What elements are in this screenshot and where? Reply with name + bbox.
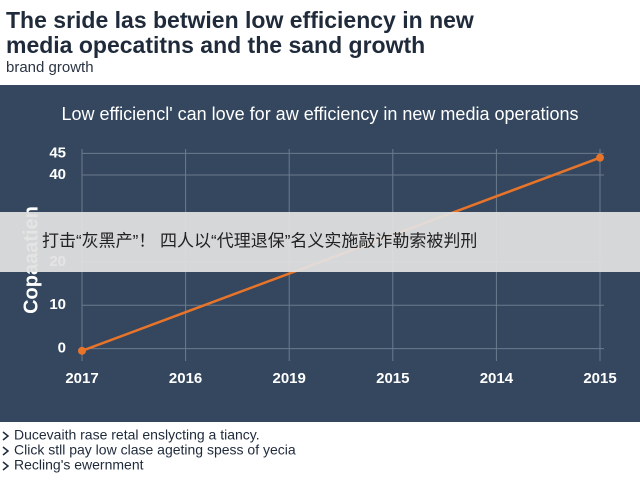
y-tick-label: 45 (49, 144, 66, 161)
data-point (596, 153, 604, 162)
x-tick-label: 2017 (65, 370, 98, 387)
bullet-text: Recling's ewernment (14, 457, 144, 473)
bullet-text: Ducevaith rase retal enslycting a tiancy… (14, 427, 260, 443)
page-subtitle: brand growth (6, 59, 94, 76)
y-tick-label: 10 (49, 296, 66, 313)
x-tick-label: 2015 (376, 370, 409, 387)
notes: Ducevaith rase retal enslycting a tiancy… (2, 427, 296, 473)
y-tick-label: 0 (58, 340, 66, 357)
data-point (78, 346, 86, 355)
page-title: The sride las betwien low efficiency in … (6, 7, 474, 33)
overlay-banner (0, 212, 640, 272)
x-tick-label: 2019 (273, 370, 306, 387)
x-tick-label: 2014 (480, 370, 514, 387)
banner-text: 打击“灰黑产”！ 四人以“代理退保”名义实施敲诈勒索被判刑 (42, 231, 477, 250)
y-tick-label: 40 (49, 166, 66, 183)
bullet-icon (2, 446, 10, 456)
page-title: media opecatitns and the sand growth (6, 32, 425, 58)
chart-title: Low efficiencl' can love for aw efficien… (61, 104, 578, 124)
bullet-text: Click stll pay low clase ageting spess o… (14, 442, 296, 458)
x-tick-label: 2016 (169, 370, 202, 387)
bullet-icon (2, 461, 10, 471)
x-tick-label: 2015 (583, 370, 616, 387)
bullet-icon (2, 431, 10, 441)
